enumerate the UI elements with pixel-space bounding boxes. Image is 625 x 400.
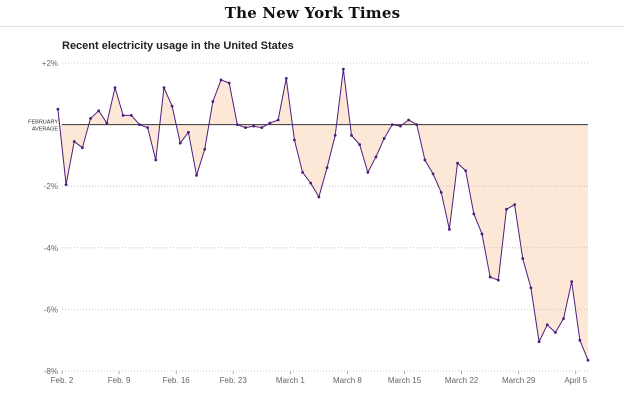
data-point — [56, 107, 60, 111]
data-point — [358, 143, 362, 147]
data-point — [154, 158, 158, 162]
data-point — [138, 123, 141, 126]
data-point — [586, 358, 590, 362]
data-point — [390, 123, 394, 126]
x-tick-label: Feb. 23 — [220, 376, 248, 385]
data-point — [529, 286, 533, 290]
data-point — [496, 278, 500, 282]
data-point — [415, 123, 419, 126]
data-point — [366, 170, 370, 174]
data-point — [284, 77, 288, 80]
data-point — [562, 317, 565, 321]
data-point — [178, 141, 182, 145]
y-tick-label: -8% — [44, 367, 58, 376]
data-point — [309, 181, 313, 185]
data-point — [195, 174, 198, 177]
masthead: The New York Times — [0, 0, 625, 27]
data-point — [129, 113, 133, 117]
data-point — [578, 338, 582, 342]
nyt-logo[interactable]: The New York Times — [224, 4, 401, 22]
data-point — [505, 207, 508, 211]
reference-label-line2: AVERAGE — [32, 127, 59, 133]
data-point — [105, 121, 109, 125]
usage-area-fill — [57, 69, 588, 361]
data-point — [162, 86, 166, 90]
x-tick-label: March 8 — [333, 376, 362, 385]
data-point — [219, 78, 223, 82]
data-point — [113, 86, 117, 90]
data-point — [537, 340, 541, 344]
data-point — [382, 137, 386, 140]
data-point — [268, 121, 272, 125]
data-point — [350, 133, 353, 137]
data-point — [447, 227, 451, 231]
data-point — [374, 155, 378, 159]
x-tick-label: Feb. 9 — [108, 376, 131, 385]
data-point — [431, 172, 435, 176]
data-point — [301, 170, 304, 174]
usage-line — [57, 68, 589, 361]
data-point — [64, 183, 68, 187]
data-point — [203, 147, 207, 151]
data-point — [97, 109, 101, 113]
data-point — [325, 166, 329, 170]
x-tick-label: Feb. 16 — [163, 376, 191, 385]
y-tick-label: -4% — [44, 244, 58, 253]
data-point — [399, 124, 402, 128]
x-tick-label: March 1 — [276, 376, 305, 385]
data-point — [235, 123, 239, 126]
data-point — [89, 117, 92, 120]
data-point — [333, 133, 337, 137]
data-point — [480, 232, 484, 236]
data-point — [170, 104, 174, 108]
y-tick-label: -6% — [44, 305, 58, 314]
data-point — [72, 140, 76, 143]
chart-title: Recent electricity usage in the United S… — [62, 40, 294, 52]
x-tick-label: March 15 — [388, 376, 422, 385]
data-point — [80, 146, 84, 150]
y-tick-label: +2% — [42, 59, 58, 68]
data-point — [260, 126, 264, 130]
data-point — [227, 81, 231, 85]
data-point — [341, 67, 345, 71]
data-point — [545, 323, 549, 327]
data-point — [553, 331, 557, 334]
data-point — [439, 190, 443, 194]
data-point — [244, 126, 247, 130]
data-point — [317, 195, 321, 199]
x-tick-label: Feb. 2 — [51, 376, 74, 385]
data-point — [252, 124, 256, 128]
data-point — [513, 203, 517, 207]
data-point — [146, 126, 150, 130]
y-tick-label: -2% — [44, 182, 58, 191]
data-point — [293, 138, 296, 142]
data-point — [488, 275, 492, 279]
data-point — [521, 257, 525, 260]
x-tick-label: March 29 — [502, 376, 536, 385]
data-point — [570, 280, 574, 284]
data-point — [472, 212, 476, 216]
data-point — [121, 113, 125, 117]
data-point — [407, 118, 410, 122]
data-point — [276, 118, 280, 122]
reference-label-line1: FEBRUARY — [28, 120, 58, 126]
data-point — [464, 169, 468, 173]
data-point — [211, 100, 215, 103]
x-tick-label: March 22 — [445, 376, 479, 385]
x-tick-label: April 5 — [564, 376, 587, 385]
data-point — [423, 158, 427, 162]
data-point — [456, 161, 459, 165]
data-point — [187, 130, 190, 134]
